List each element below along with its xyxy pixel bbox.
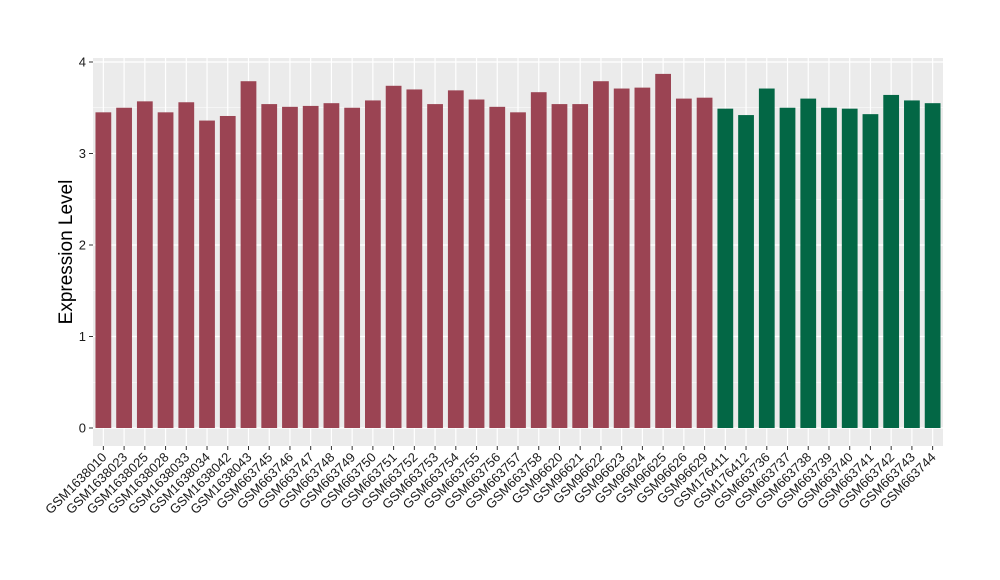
y-tick-label: 2 xyxy=(79,238,86,253)
bar xyxy=(758,88,775,428)
bar xyxy=(116,107,132,428)
y-axis-title: Expression Level xyxy=(56,180,77,325)
bar xyxy=(468,99,485,428)
bar xyxy=(862,114,879,428)
bar xyxy=(800,98,817,428)
bar xyxy=(302,105,319,429)
bar xyxy=(489,106,506,429)
bar xyxy=(323,103,340,429)
bar xyxy=(883,94,900,428)
bar xyxy=(613,88,630,428)
x-axis: GSM1638010GSM1638023GSM1638025GSM1638028… xyxy=(42,446,939,517)
bar xyxy=(447,90,464,429)
bar xyxy=(821,107,837,428)
bar xyxy=(510,112,526,428)
bar xyxy=(924,103,941,429)
bar xyxy=(261,104,278,428)
bar xyxy=(530,92,547,428)
bar xyxy=(385,85,402,428)
y-tick-label: 0 xyxy=(79,421,86,436)
bar xyxy=(551,104,568,428)
bar xyxy=(675,98,692,428)
bar xyxy=(178,102,195,428)
bar xyxy=(841,108,858,428)
bar xyxy=(240,81,257,428)
bar xyxy=(593,81,609,428)
y-tick-label: 3 xyxy=(79,146,86,161)
bar xyxy=(904,100,920,429)
bar xyxy=(282,106,298,429)
bar xyxy=(572,104,589,428)
bar xyxy=(95,112,112,428)
bar xyxy=(655,73,671,429)
bar xyxy=(738,115,754,428)
bar xyxy=(219,115,236,429)
bars xyxy=(95,73,941,429)
y-axis: 0 1 2 3 4 xyxy=(79,55,93,436)
bar xyxy=(717,108,734,428)
bar xyxy=(696,97,713,428)
bar xyxy=(427,104,443,428)
bar xyxy=(136,101,153,428)
bar xyxy=(199,120,215,428)
bar xyxy=(365,100,381,429)
bar xyxy=(406,89,423,428)
bar xyxy=(157,112,174,428)
bar xyxy=(779,107,796,428)
bar xyxy=(344,107,361,428)
bar xyxy=(634,87,651,429)
y-tick-label: 4 xyxy=(79,55,86,70)
y-tick-label: 1 xyxy=(79,329,86,344)
